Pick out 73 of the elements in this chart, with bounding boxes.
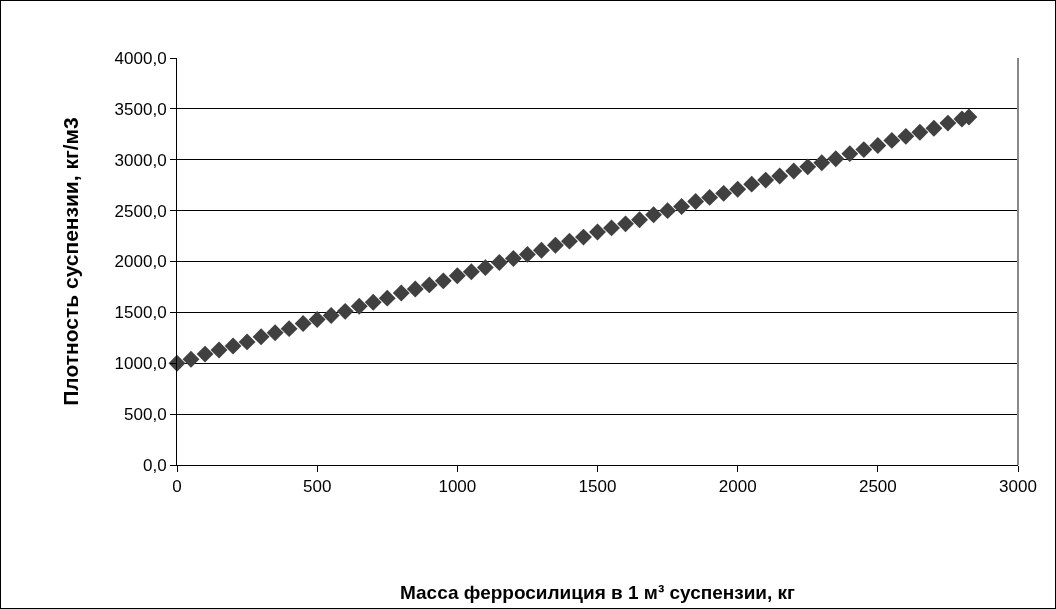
point <box>673 198 691 216</box>
point <box>869 137 887 154</box>
y-tick-label: 3500,0 <box>114 99 167 119</box>
point <box>294 315 312 333</box>
point <box>378 289 396 307</box>
point <box>855 141 873 159</box>
point <box>589 223 606 241</box>
point <box>603 219 620 237</box>
point <box>645 206 663 224</box>
point <box>561 232 578 250</box>
point <box>406 280 424 298</box>
point <box>280 320 298 338</box>
x-tick-label: 2000 <box>718 477 757 497</box>
point <box>687 193 705 210</box>
point <box>504 250 522 267</box>
point <box>392 284 410 302</box>
point <box>518 245 536 263</box>
point <box>925 119 943 137</box>
point <box>715 184 733 202</box>
point <box>476 259 494 277</box>
x-tick-label: 0 <box>172 477 182 497</box>
point <box>729 180 747 198</box>
point <box>841 145 859 163</box>
x-tick-label: 2500 <box>858 477 897 497</box>
y-tick-label: 500,0 <box>124 405 167 425</box>
point <box>350 297 368 315</box>
y-tick-label: 3000,0 <box>114 150 167 170</box>
point <box>266 324 284 342</box>
x-tick-label: 3000 <box>999 477 1037 497</box>
y-axis-title: Плотность суспензии, кг/м3 <box>58 117 82 406</box>
point <box>547 236 564 254</box>
point <box>532 241 550 259</box>
point <box>252 328 270 346</box>
point <box>897 127 915 145</box>
point <box>813 154 831 172</box>
point <box>617 215 634 233</box>
point <box>575 228 592 246</box>
point <box>785 162 803 180</box>
point <box>448 267 466 285</box>
point <box>322 306 340 324</box>
point <box>701 188 719 206</box>
point <box>659 202 677 220</box>
point <box>364 293 382 311</box>
point <box>434 272 452 290</box>
point <box>336 302 354 320</box>
x-tick-label: 1500 <box>578 477 617 497</box>
point <box>238 333 256 351</box>
point <box>420 276 438 294</box>
point <box>182 350 200 368</box>
point <box>743 175 761 193</box>
y-tick-label: 1500,0 <box>114 303 167 323</box>
point <box>771 167 789 185</box>
point <box>224 337 242 355</box>
point <box>757 171 775 189</box>
x-axis-title: Масса ферросилиция в 1 м³ суспензии, кг <box>399 582 796 604</box>
point <box>631 211 648 229</box>
point <box>490 254 508 271</box>
x-tick-label: 1000 <box>438 477 477 497</box>
y-tick-label: 2000,0 <box>114 252 167 272</box>
point <box>939 114 957 132</box>
point <box>911 123 929 141</box>
point <box>799 158 817 176</box>
y-tick-label: 2500,0 <box>114 201 167 221</box>
y-tick-label: 4000,0 <box>114 48 167 68</box>
point <box>827 150 845 168</box>
y-tick-label: 1000,0 <box>114 354 167 374</box>
point <box>462 263 480 281</box>
point <box>883 131 901 149</box>
point <box>210 341 228 359</box>
y-tick-label: 0,0 <box>142 455 167 475</box>
point <box>308 311 326 328</box>
x-tick-label: 500 <box>302 477 332 497</box>
point <box>196 345 214 363</box>
